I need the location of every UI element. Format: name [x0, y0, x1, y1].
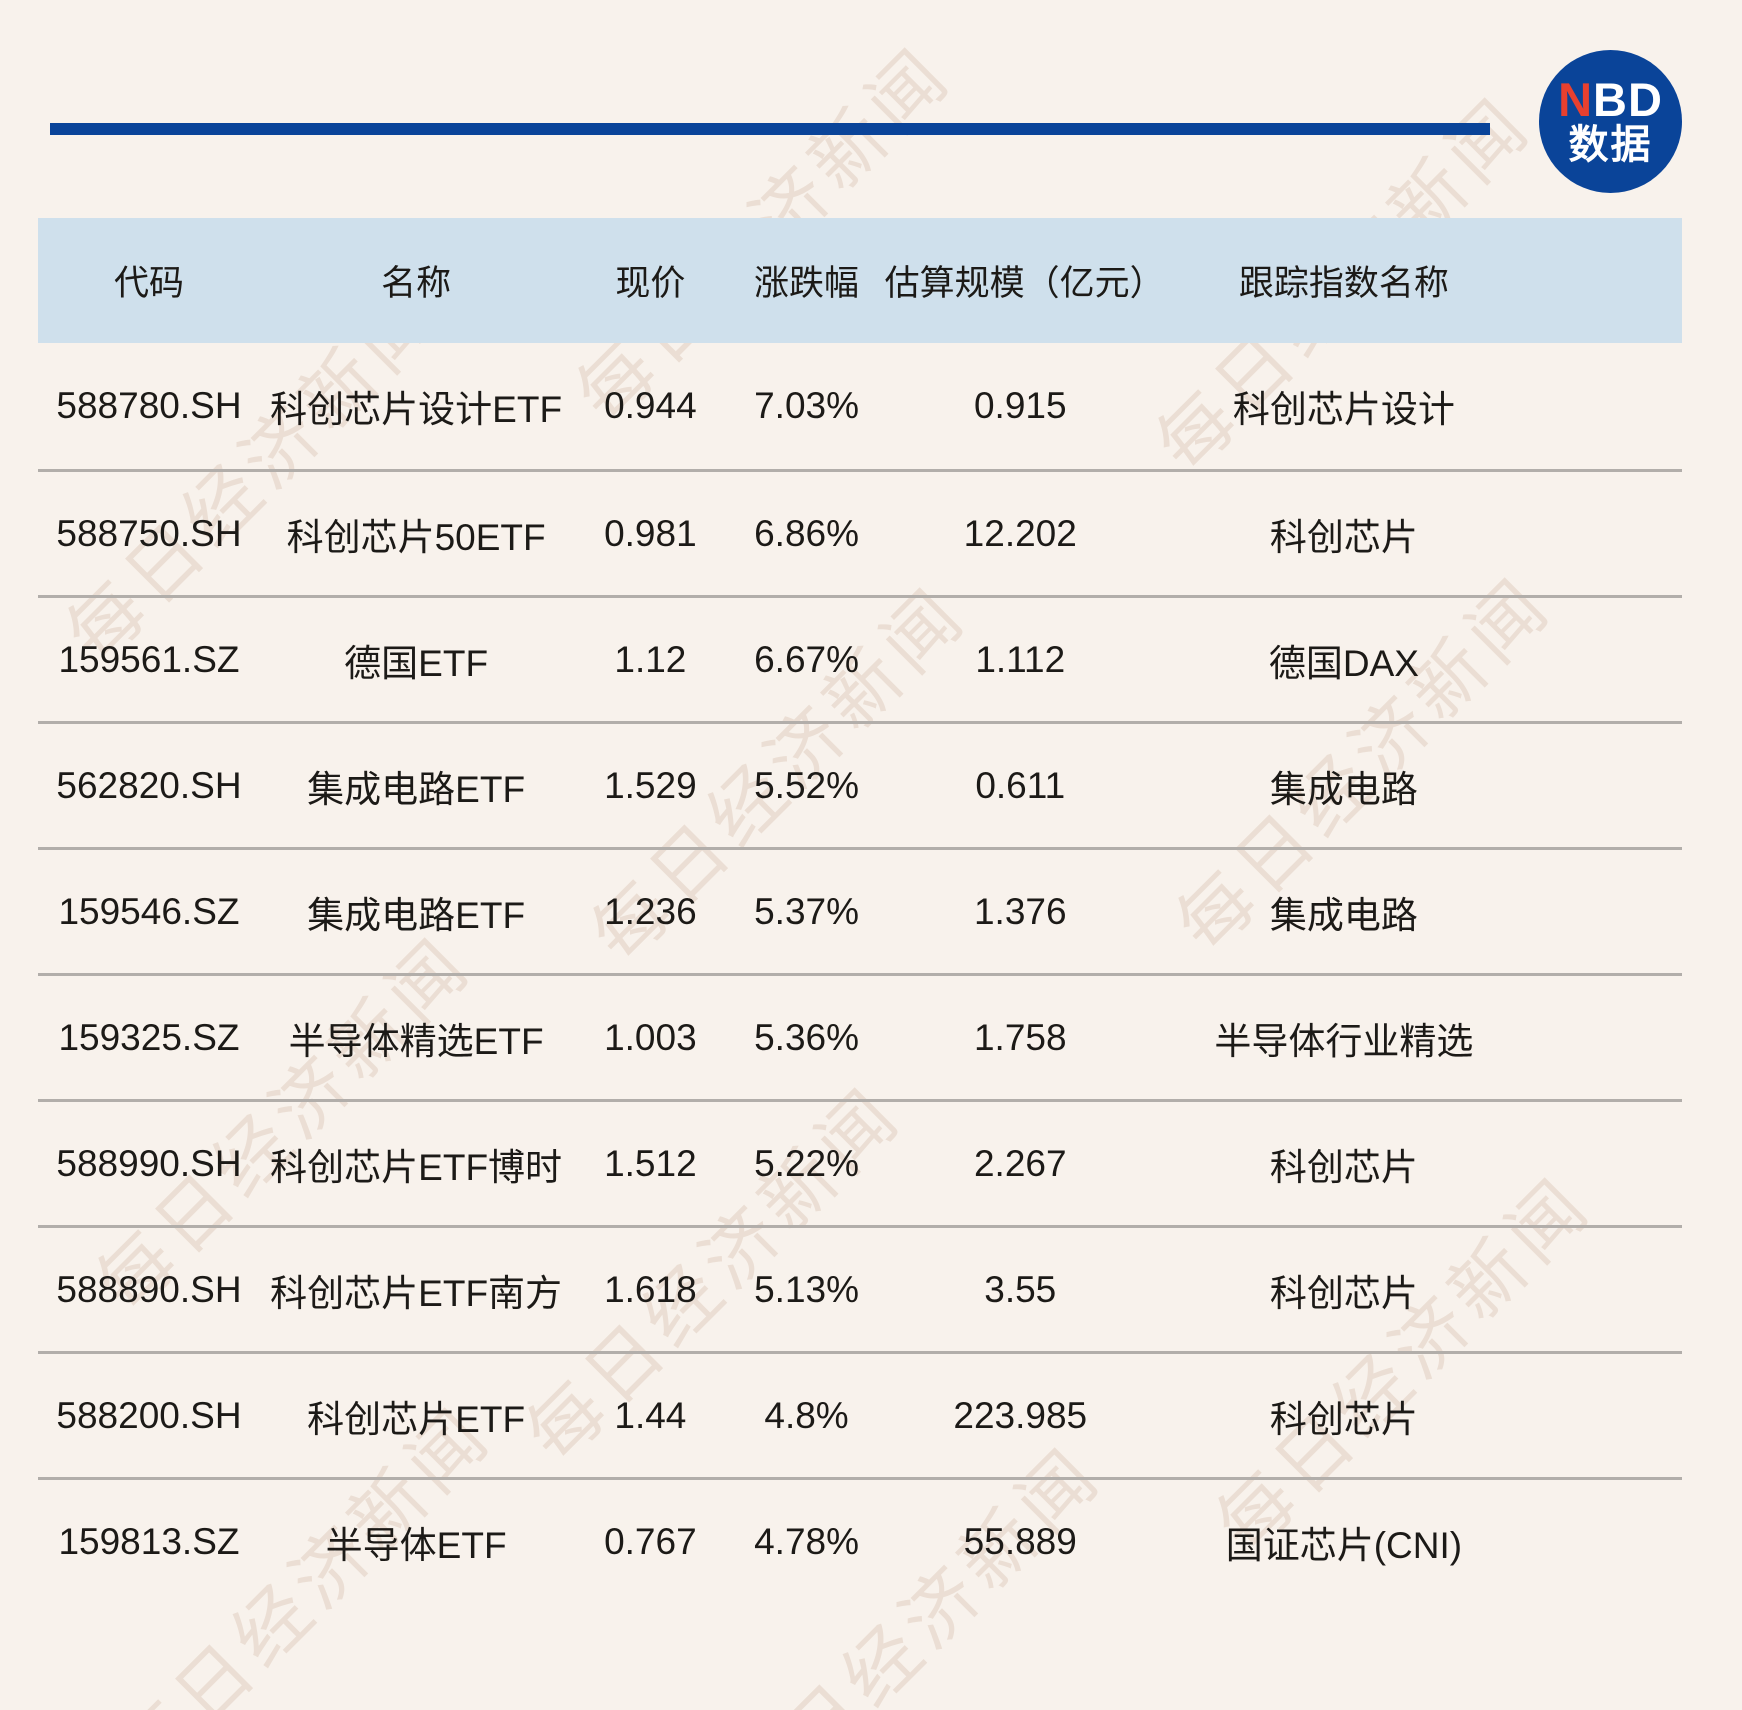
cell-change: 6.67%: [754, 638, 860, 680]
cell-change: 5.36%: [754, 1016, 860, 1058]
cell-index: 科创芯片: [1269, 1272, 1418, 1314]
cell-name: 科创芯片设计ETF: [270, 389, 563, 430]
cell-name: 科创芯片ETF南方: [270, 1272, 563, 1314]
table-row: 159546.SZ 集成电路ETF 1.236 5.37% 1.376 集成电路: [38, 847, 1682, 973]
cell-scale: 2.267: [973, 1142, 1067, 1184]
cell-index: 国证芯片(CNI): [1225, 1524, 1463, 1566]
col-header-price: 现价: [615, 264, 686, 303]
cell-index: 科创芯片: [1269, 1146, 1418, 1188]
nbd-logo-bd: BD: [1593, 73, 1663, 127]
cell-code: 159813.SZ: [58, 1520, 240, 1562]
col-header-change: 涨跌幅: [754, 264, 860, 303]
cell-price: 1.512: [604, 1142, 697, 1184]
col-header-code: 代码: [113, 264, 184, 303]
table-row: 588200.SH 科创芯片ETF 1.44 4.8% 223.985 科创芯片: [38, 1351, 1682, 1477]
cell-price: 1.618: [604, 1268, 697, 1310]
cell-scale: 0.611: [975, 764, 1066, 806]
cell-scale: 1.758: [973, 1016, 1067, 1058]
cell-scale: 1.112: [975, 638, 1066, 680]
cell-code: 588750.SH: [56, 512, 242, 554]
cell-change: 5.37%: [754, 890, 860, 932]
cell-code: 159546.SZ: [58, 890, 240, 932]
cell-index: 半导体行业精选: [1214, 1020, 1474, 1062]
cell-scale: 223.985: [953, 1394, 1088, 1436]
cell-price: 1.236: [604, 890, 697, 932]
cell-index: 集成电路: [1269, 768, 1418, 810]
nbd-logo-n: N: [1558, 73, 1594, 127]
cell-scale: 0.915: [973, 385, 1067, 426]
cell-scale: 3.55: [984, 1268, 1057, 1310]
cell-code: 588890.SH: [56, 1268, 242, 1310]
cell-scale: 12.202: [963, 512, 1077, 554]
cell-price: 0.767: [604, 1520, 697, 1562]
nbd-logo-subtext: 数据: [1568, 123, 1653, 168]
table-row: 588780.SH 科创芯片设计ETF 0.944 7.03% 0.915 科创…: [38, 343, 1682, 469]
cell-price: 1.529: [604, 764, 697, 806]
cell-name: 半导体ETF: [325, 1524, 507, 1566]
table-row: 562820.SH 集成电路ETF 1.529 5.52% 0.611 集成电路: [38, 721, 1682, 847]
cell-name: 科创芯片50ETF: [286, 516, 546, 558]
cell-change: 4.8%: [764, 1394, 849, 1436]
cell-change: 5.22%: [754, 1142, 860, 1184]
nbd-logo: NBD 数据: [1539, 50, 1682, 193]
col-header-index: 跟踪指数名称: [1238, 264, 1449, 303]
cell-price: 0.981: [604, 512, 697, 554]
cell-code: 159325.SZ: [58, 1016, 240, 1058]
col-header-name: 名称: [381, 264, 452, 303]
etf-table: 代码 名称 现价 涨跌幅 估算规模（亿元） 跟踪指数名称 588780.SH 科…: [38, 218, 1682, 1603]
cell-index: 科创芯片: [1269, 1398, 1418, 1440]
table-row: 159813.SZ 半导体ETF 0.767 4.78% 55.889 国证芯片…: [38, 1477, 1682, 1603]
cell-price: 0.944: [604, 385, 697, 426]
cell-change: 5.52%: [754, 764, 860, 806]
cell-name: 科创芯片ETF博时: [270, 1146, 563, 1188]
table-row: 159325.SZ 半导体精选ETF 1.003 5.36% 1.758 半导体…: [38, 973, 1682, 1099]
cell-name: 集成电路ETF: [307, 894, 526, 936]
cell-change: 6.86%: [754, 512, 860, 554]
cell-code: 588200.SH: [56, 1394, 242, 1436]
table-row: 588750.SH 科创芯片50ETF 0.981 6.86% 12.202 科…: [38, 469, 1682, 595]
nbd-logo-text: NBD: [1558, 73, 1663, 127]
cell-index: 科创芯片: [1269, 516, 1418, 558]
cell-price: 1.12: [614, 638, 687, 680]
table-row: 588990.SH 科创芯片ETF博时 1.512 5.22% 2.267 科创…: [38, 1099, 1682, 1225]
cell-change: 7.03%: [754, 385, 860, 426]
cell-code: 562820.SH: [56, 764, 242, 806]
table-row: 588890.SH 科创芯片ETF南方 1.618 5.13% 3.55 科创芯…: [38, 1225, 1682, 1351]
cell-name: 德国ETF: [344, 642, 489, 684]
table-row: 159561.SZ 德国ETF 1.12 6.67% 1.112 德国DAX: [38, 595, 1682, 721]
cell-index: 集成电路: [1269, 894, 1418, 936]
cell-name: 集成电路ETF: [307, 768, 526, 810]
cell-code: 588990.SH: [56, 1142, 242, 1184]
cell-index: 德国DAX: [1268, 642, 1419, 684]
accent-line: [50, 123, 1490, 135]
table-header-row: 代码 名称 现价 涨跌幅 估算规模（亿元） 跟踪指数名称: [38, 218, 1682, 343]
cell-change: 4.78%: [754, 1520, 860, 1562]
cell-scale: 55.889: [963, 1520, 1077, 1562]
cell-code: 159561.SZ: [58, 638, 240, 680]
cell-name: 科创芯片ETF: [307, 1398, 526, 1440]
cell-code: 588780.SH: [56, 385, 242, 426]
cell-change: 5.13%: [754, 1268, 860, 1310]
cell-name: 半导体精选ETF: [288, 1020, 544, 1062]
cell-price: 1.44: [614, 1394, 687, 1436]
cell-price: 1.003: [604, 1016, 697, 1058]
cell-index: 科创芯片设计: [1232, 389, 1455, 430]
col-header-scale: 估算规模（亿元）: [884, 264, 1165, 303]
cell-scale: 1.376: [973, 890, 1067, 932]
